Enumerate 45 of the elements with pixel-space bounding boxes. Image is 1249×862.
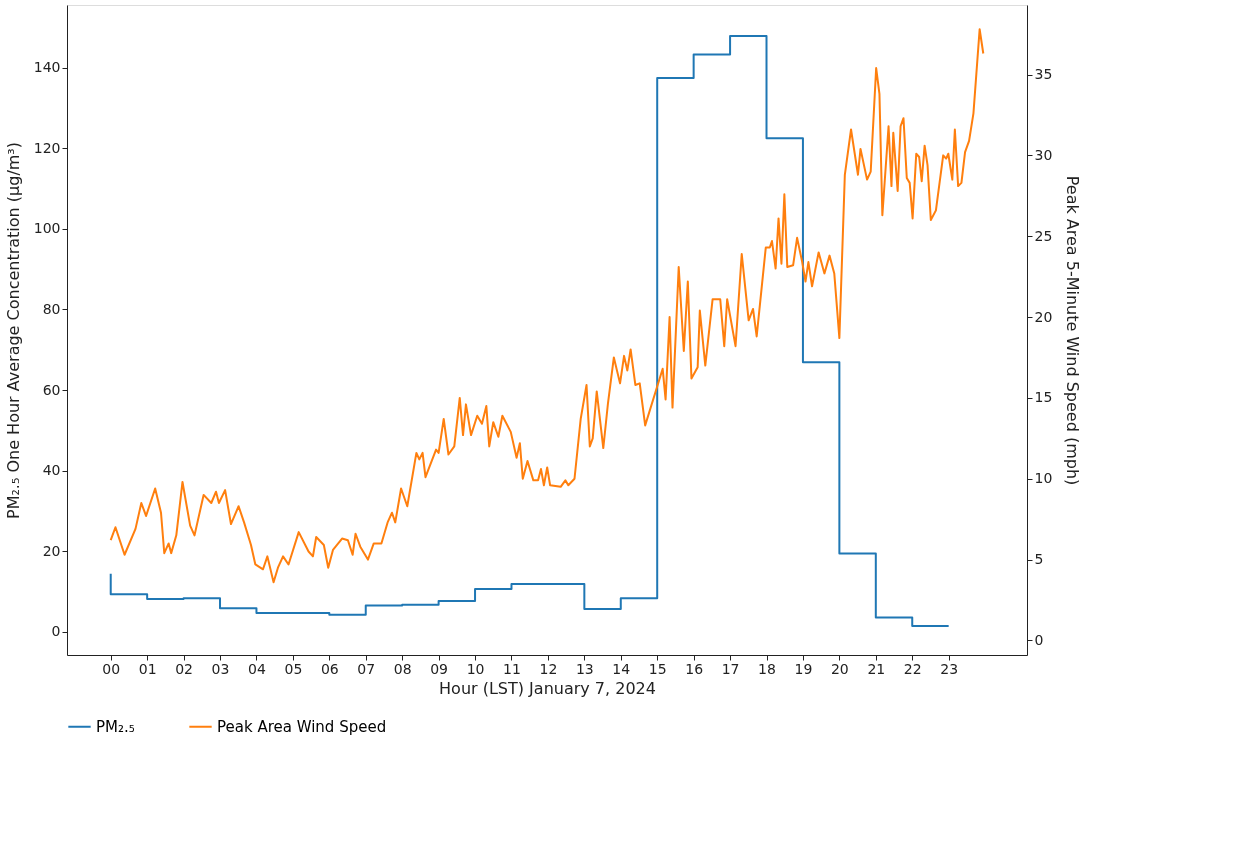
- x-tick-label: 16: [685, 660, 704, 677]
- x-tick-label: 21: [867, 660, 886, 677]
- x-tick-label: 15: [648, 660, 667, 677]
- x-tick-label: 05: [284, 660, 303, 677]
- x-tick-label: 09: [430, 660, 449, 677]
- x-tick-label: 11: [503, 660, 521, 677]
- y2-tick-label: 15: [1034, 389, 1053, 406]
- x-tick-label: 13: [575, 660, 594, 677]
- y2-tick-label: 10: [1034, 470, 1053, 487]
- x-tick-label: 10: [466, 660, 485, 677]
- x-tick-label: 22: [903, 660, 922, 677]
- x-tick-label: 04: [248, 660, 266, 677]
- y-tick-label: 140: [33, 59, 61, 76]
- y-axis-title: PM₂.₅ One Hour Average Concentration (µg/m³): [3, 141, 23, 520]
- x-tick-label: 03: [211, 660, 230, 677]
- x-tick-label: 01: [138, 660, 157, 677]
- x-tick-label: 19: [794, 660, 813, 677]
- x-tick-label: 17: [721, 660, 740, 677]
- y-tick-label: 20: [42, 542, 61, 559]
- x-tick-label: 00: [102, 660, 121, 677]
- y2-tick-label: 35: [1034, 66, 1053, 83]
- x-tick-label: 18: [758, 660, 776, 677]
- y-tick-label: 100: [33, 220, 61, 237]
- y2-tick-label: 20: [1034, 308, 1053, 325]
- x-tick-label: 08: [393, 660, 412, 677]
- x-tick-label: 20: [830, 660, 849, 677]
- x-tick-label: 12: [539, 660, 558, 677]
- y2-axis-title: Peak Area 5-Minute Wind Speed (mph): [1063, 175, 1083, 486]
- y-tick-label: 60: [42, 381, 61, 398]
- y-tick-label: 40: [42, 462, 61, 479]
- legend-label: PM₂.₅: [96, 717, 135, 736]
- x-tick-label: 23: [940, 660, 959, 677]
- legend-label: Peak Area Wind Speed: [217, 717, 387, 736]
- x-tick-label: 02: [175, 660, 193, 677]
- y-tick-label: 0: [51, 623, 61, 640]
- y2-tick-label: 5: [1034, 551, 1044, 568]
- x-axis-title: Hour (LST) January 7, 2024: [439, 678, 656, 698]
- x-tick-label: 06: [320, 660, 339, 677]
- x-tick-label: 07: [357, 660, 376, 677]
- y-tick-label: 80: [42, 300, 61, 317]
- x-tick-label: 14: [612, 660, 631, 677]
- y2-tick-label: 0: [1034, 631, 1044, 648]
- y2-tick-label: 25: [1034, 227, 1053, 244]
- y2-tick-label: 30: [1034, 146, 1053, 163]
- y-tick-label: 120: [33, 139, 61, 156]
